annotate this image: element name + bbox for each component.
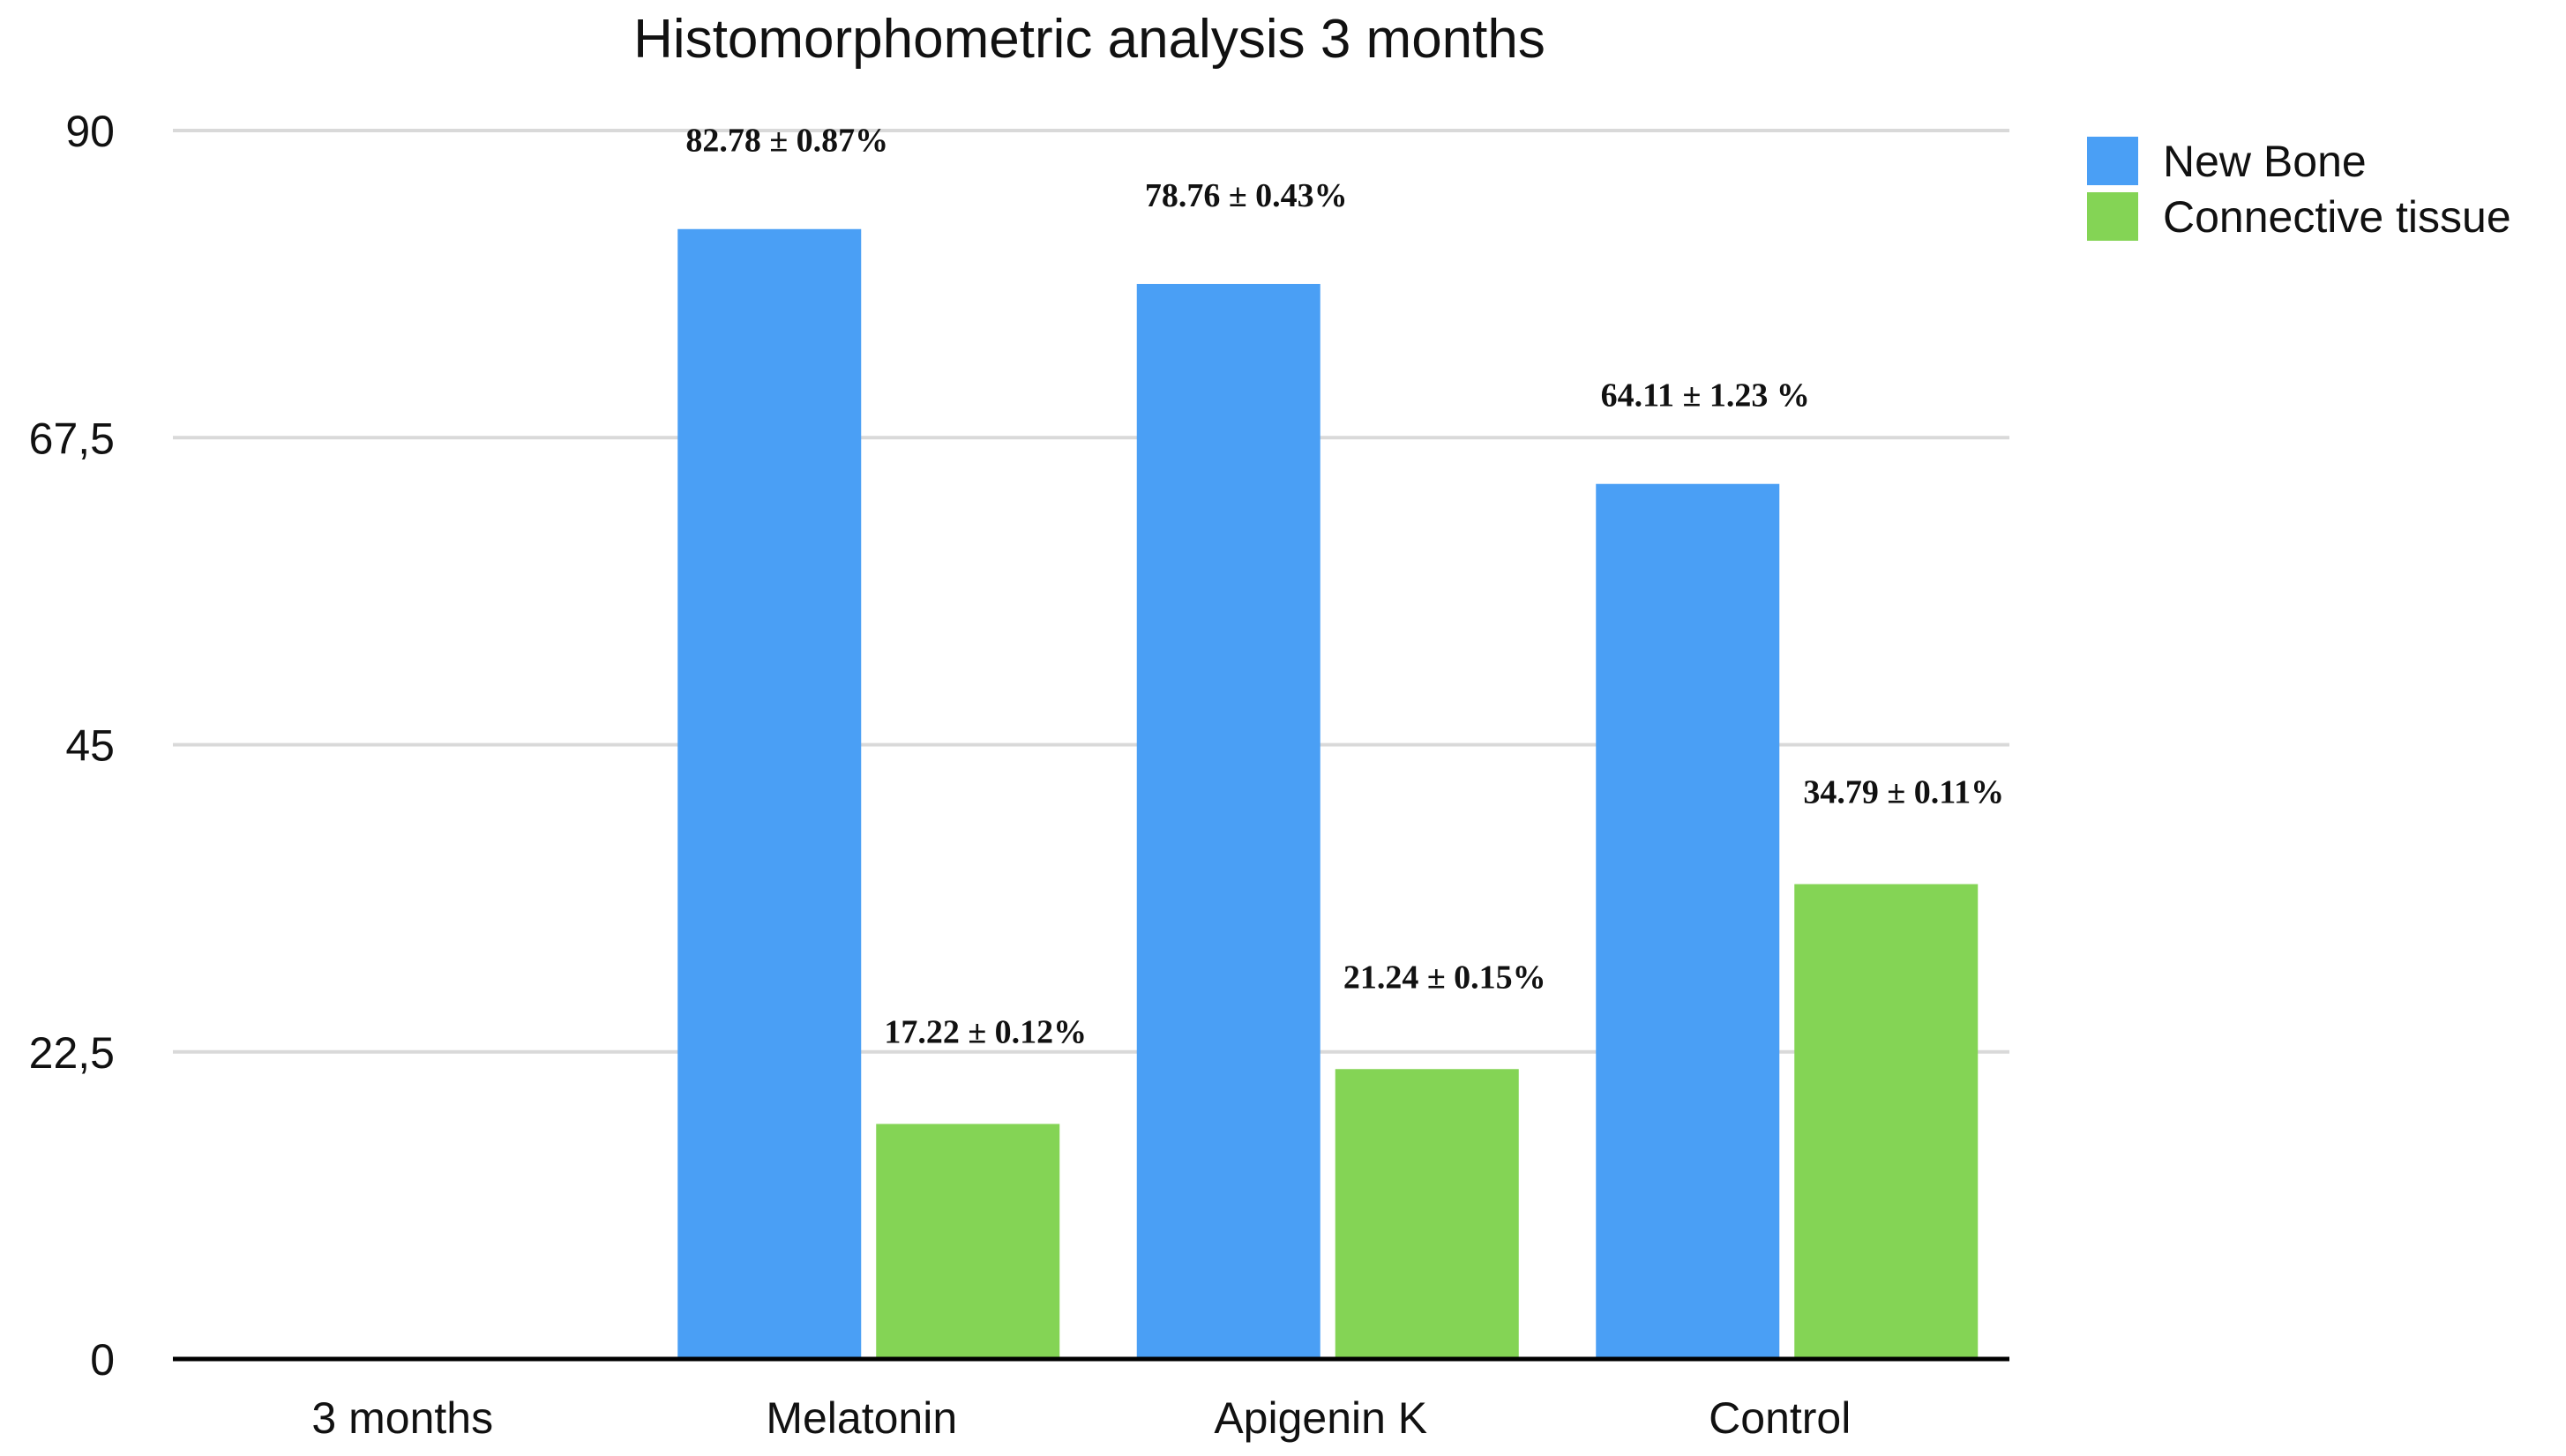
data-label-new-bone-melatonin: 82.78 ± 0.87% <box>685 123 888 160</box>
bars <box>677 228 1979 1360</box>
legend[interactable]: New Bone Connective tissue <box>2087 137 2511 242</box>
y-tick-label-4: 90 <box>65 107 115 156</box>
y-tick-label-1: 22,5 <box>29 1028 115 1078</box>
x-tick-label-apigenin-k: Apigenin K <box>1214 1393 1427 1443</box>
x-tick-label-melatonin: Melatonin <box>766 1393 957 1443</box>
data-label-connective-tissue-control: 34.79 ± 0.11% <box>1803 774 2004 811</box>
bar-new-bone-melatonin[interactable] <box>677 228 862 1360</box>
bar-new-bone-control[interactable] <box>1596 483 1780 1359</box>
bar-connective-tissue-melatonin[interactable] <box>876 1124 1060 1359</box>
bar-connective-tissue-control[interactable] <box>1794 884 1979 1359</box>
data-label-new-bone-control: 64.11 ± 1.23 % <box>1601 377 1810 414</box>
data-label-connective-tissue-apigenin-k: 21.24 ± 0.15% <box>1343 959 1546 996</box>
x-tick-label-control: Control <box>1709 1393 1851 1443</box>
data-labels: 82.78 ± 0.87% 17.22 ± 0.12% 78.76 ± 0.43% 2… <box>685 123 2004 1051</box>
legend-label-connective-tissue[interactable]: Connective tissue <box>2163 192 2511 242</box>
x-axis-categories: 3 months Melatonin Apigenin K Control <box>311 1393 1851 1443</box>
x-tick-label-3-months: 3 months <box>311 1393 493 1443</box>
y-tick-label-3: 67,5 <box>29 414 115 463</box>
y-tick-label-0: 0 <box>90 1335 115 1385</box>
data-label-connective-tissue-melatonin: 17.22 ± 0.12% <box>884 1013 1087 1050</box>
y-tick-label-2: 45 <box>65 721 115 771</box>
legend-swatch-connective-tissue[interactable] <box>2087 192 2138 241</box>
bar-new-bone-apigenin-k[interactable] <box>1136 283 1320 1359</box>
chart-title: Histomorphometric analysis 3 months <box>633 9 1545 70</box>
data-label-new-bone-apigenin-k: 78.76 ± 0.43% <box>1145 177 1348 214</box>
bar-connective-tissue-apigenin-k[interactable] <box>1335 1069 1519 1359</box>
legend-label-new-bone[interactable]: New Bone <box>2163 137 2367 186</box>
y-axis-ticks: 0 22,5 45 67,5 90 <box>29 107 115 1385</box>
legend-swatch-new-bone[interactable] <box>2087 137 2138 185</box>
